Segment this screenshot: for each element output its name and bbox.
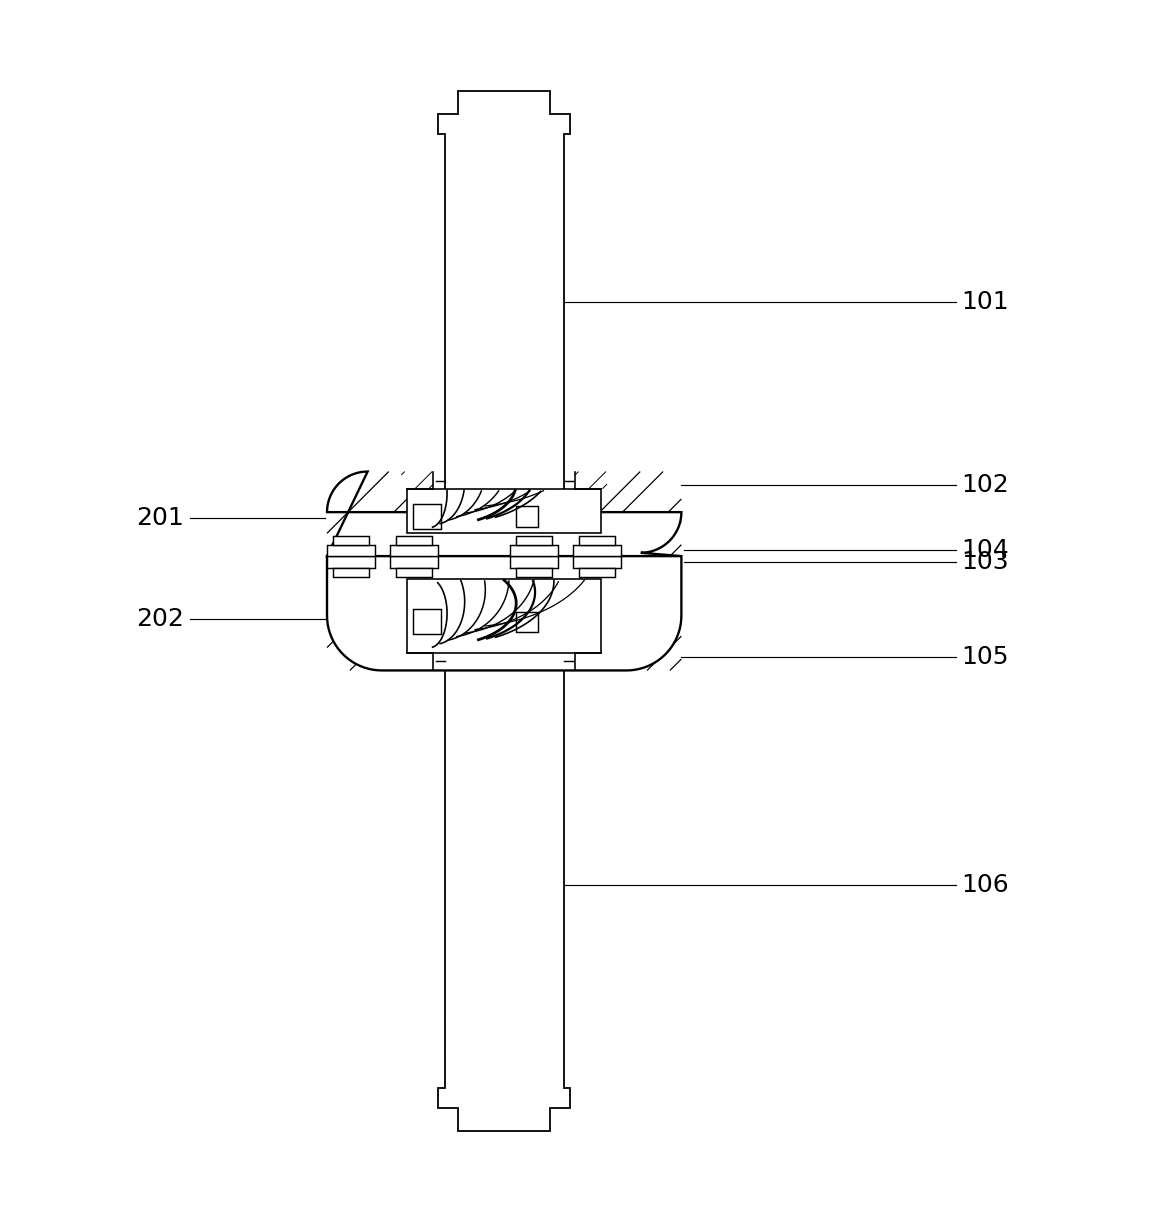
Bar [516,567,552,577]
Text: 201: 201 [137,506,184,530]
Polygon shape [437,671,570,1132]
Bar [516,611,538,632]
Bar [573,545,621,556]
Polygon shape [437,90,570,499]
Text: 106: 106 [961,874,1009,897]
Text: 102: 102 [961,473,1009,497]
Text: 103: 103 [961,550,1009,574]
Bar [407,489,602,533]
Bar [327,545,375,556]
Bar [573,556,621,567]
Bar [578,535,616,545]
Bar [510,545,558,556]
Bar [327,556,375,567]
Polygon shape [327,472,681,556]
Bar [510,556,558,567]
Bar [578,567,616,577]
Text: 202: 202 [137,607,184,631]
Bar [516,535,552,545]
Text: 104: 104 [961,539,1009,562]
Bar [390,556,437,567]
Text: 105: 105 [961,645,1009,668]
Polygon shape [327,556,681,671]
Bar [413,505,441,529]
Bar [396,567,433,577]
Bar [413,610,441,634]
Text: 101: 101 [961,291,1009,314]
Bar [333,567,369,577]
Bar [390,545,437,556]
Bar [396,535,433,545]
Bar [407,579,602,654]
Bar [333,535,369,545]
Bar [516,506,538,527]
